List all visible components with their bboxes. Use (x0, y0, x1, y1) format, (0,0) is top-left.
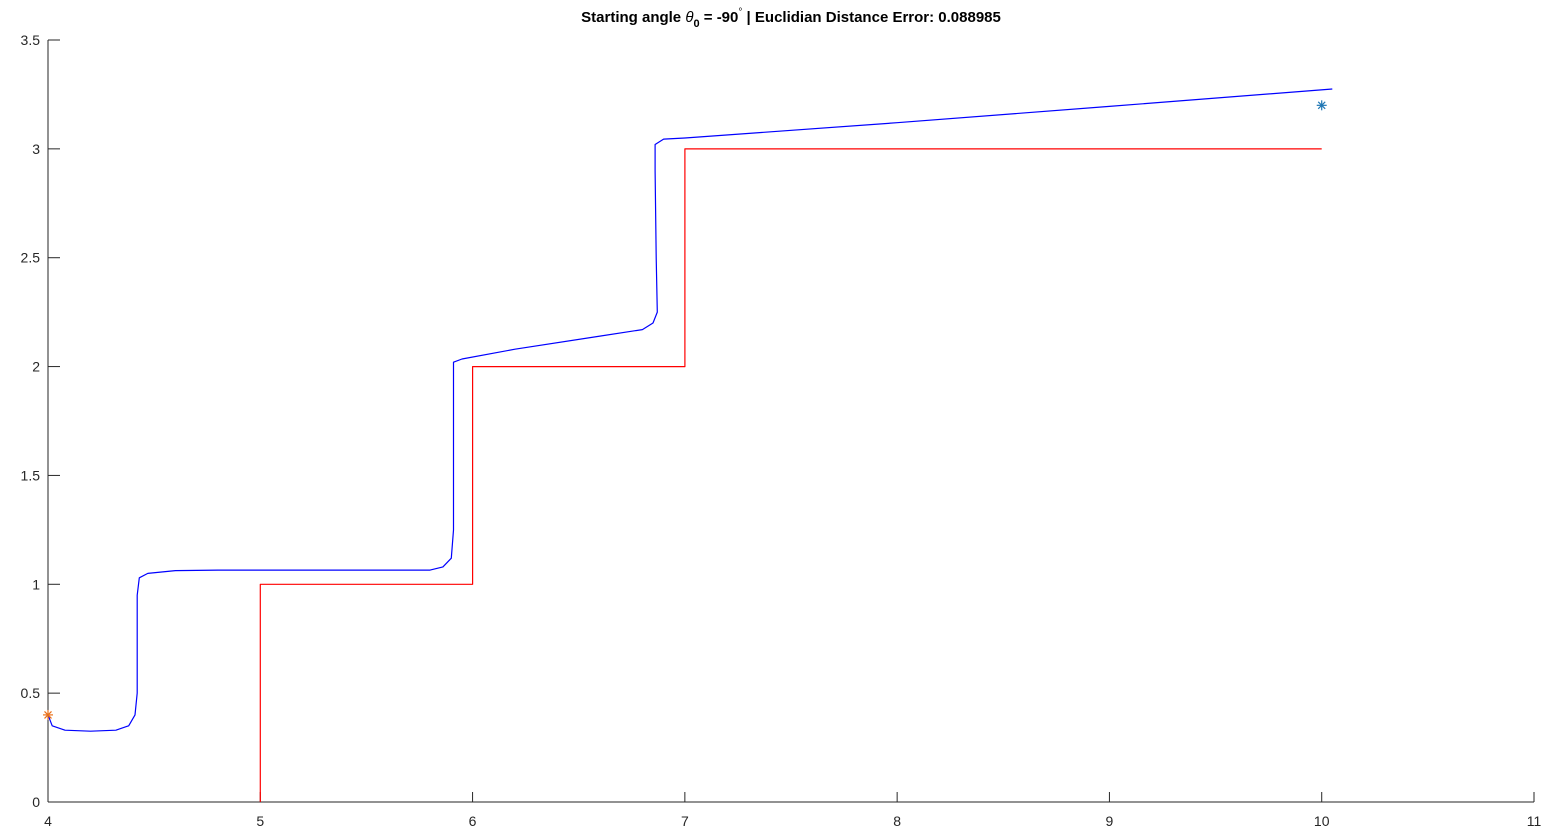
x-tick-label: 11 (1527, 813, 1542, 829)
y-tick-label: 0.5 (21, 685, 41, 701)
title-degree: ° (738, 7, 742, 18)
y-tick-label: 1 (32, 576, 40, 592)
x-tick-label: 10 (1314, 813, 1330, 829)
title-prefix: Starting angle (581, 9, 685, 26)
y-tick-label: 2.5 (21, 250, 41, 266)
x-tick-label: 4 (44, 813, 52, 829)
y-tick-label: 0 (32, 794, 40, 810)
x-tick-label: 6 (469, 813, 477, 829)
x-tick-label: 9 (1106, 813, 1114, 829)
title-suffix: | Euclidian Distance Error: 0.088985 (742, 9, 1000, 26)
x-tick-label: 5 (256, 813, 264, 829)
start-marker (43, 709, 53, 720)
reference-path-line (259, 148, 1322, 802)
y-tick-label: 2 (32, 359, 40, 375)
title-mid: = -90 (700, 9, 739, 26)
x-tick-label: 7 (681, 813, 689, 829)
y-tick-label: 3.5 (21, 32, 41, 48)
y-tick-label: 1.5 (21, 467, 41, 483)
title-theta: θ (685, 9, 693, 26)
goal-marker (1316, 100, 1327, 111)
axes: 4 5 6 7 8 9 10 11 0 0.5 1 1.5 2 2.5 3 3.5 (21, 32, 1542, 829)
y-tick-label: 3 (32, 141, 40, 157)
plot-area (43, 88, 1333, 802)
x-tick-label: 8 (893, 813, 901, 829)
chart-title: Starting angle θ0 = -90° | Euclidian Dis… (581, 7, 1001, 30)
title-subscript: 0 (693, 18, 699, 30)
robot-trajectory-line (47, 88, 1333, 732)
